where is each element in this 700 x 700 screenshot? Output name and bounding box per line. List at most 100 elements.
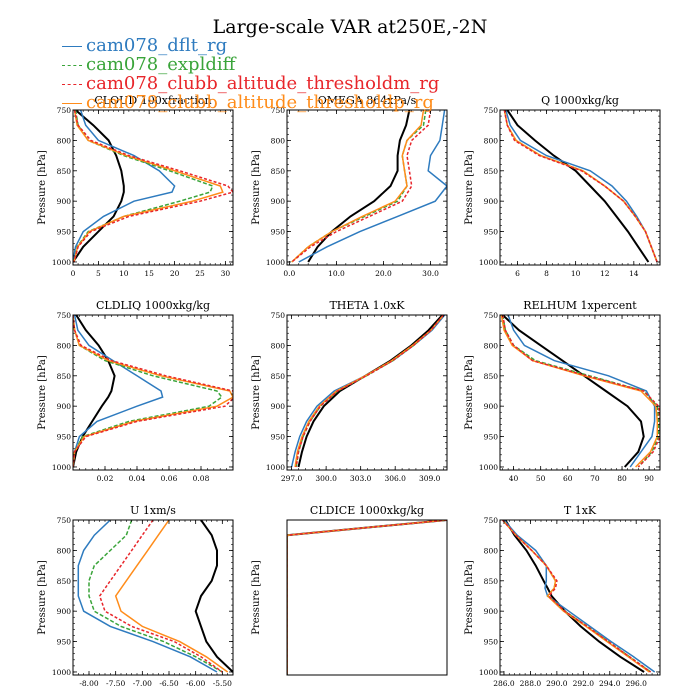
series-line-1	[77, 520, 218, 673]
series-line-4	[114, 520, 229, 673]
plot-frame	[72, 109, 234, 266]
y-tick-label: 900	[57, 402, 72, 411]
y-axis-label: Pressure [hPa]	[464, 150, 475, 225]
legend-swatch	[62, 45, 82, 47]
chart-panel-2: OMEGA 864xPa/s Pressure [hPa] 750 800 850 900…	[251, 94, 448, 278]
series-line-4	[291, 110, 425, 263]
series-line-4	[502, 520, 650, 673]
x-tick-label: 30	[221, 269, 231, 278]
x-tick-label: -6.00	[186, 679, 205, 688]
series-line-5	[504, 520, 645, 673]
series-line-5	[307, 110, 411, 263]
y-tick-label: 1000	[479, 668, 498, 677]
series-line-3	[291, 110, 432, 263]
chart-title: T 1xK	[564, 504, 597, 517]
x-tick-label: 25	[195, 269, 205, 278]
x-tick-label: 10	[571, 269, 581, 278]
y-tick-label: 850	[484, 167, 499, 176]
y-tick-label: 850	[271, 372, 286, 381]
chart-panel-6: RELHUM 1xpercent Pressure [hPa] 750 800 850 9…	[464, 299, 661, 483]
x-tick-label: 50	[536, 474, 546, 483]
chart-title: U 1xm/s	[130, 504, 176, 517]
chart-panel-1: CLOUD 100xfraction Pressure [hPa] 750 800 85…	[37, 94, 234, 278]
series-line-1	[73, 315, 164, 468]
x-tick-label: 286.0	[493, 679, 515, 688]
x-tick-label: -8.00	[79, 679, 98, 688]
series-line-3	[502, 520, 652, 673]
x-tick-label: 300.0	[315, 474, 337, 483]
series-line-3	[287, 520, 447, 675]
plot-frame	[499, 519, 661, 676]
x-tick-label: 294.0	[599, 679, 621, 688]
y-tick-label: 800	[57, 341, 72, 350]
y-axis-label: Pressure [hPa]	[464, 560, 475, 635]
y-tick-label: 850	[57, 577, 72, 586]
series-line-2	[501, 315, 660, 468]
y-tick-label: 750	[484, 516, 499, 525]
y-tick-label: 900	[271, 402, 286, 411]
x-tick-label: 12	[600, 269, 610, 278]
x-tick-label: 30.0	[422, 269, 439, 278]
series-line-1	[287, 520, 447, 675]
y-tick-label: 1000	[479, 463, 498, 472]
x-tick-label: 15	[144, 269, 154, 278]
chart-title: RELHUM 1xpercent	[523, 299, 637, 312]
x-tick-label: 14	[629, 269, 639, 278]
y-tick-label: 1000	[266, 463, 285, 472]
y-tick-label: 1000	[52, 668, 71, 677]
y-tick-label: 950	[271, 228, 286, 237]
series-line-3	[73, 315, 233, 468]
y-tick-label: 800	[271, 341, 286, 350]
y-tick-label: 800	[57, 136, 72, 145]
legend-label: cam078_clubb_altitude_thresholdm_rg	[86, 73, 440, 94]
series-line-3	[98, 520, 223, 673]
plot-frame	[499, 109, 661, 266]
y-tick-label: 850	[57, 372, 72, 381]
x-tick-label: 0.06	[161, 474, 178, 483]
chart-title: CLDICE 1000xkg/kg	[310, 504, 424, 517]
x-tick-label: 40	[509, 474, 519, 483]
series-line-2	[73, 315, 223, 468]
chart-panel-3: Q 1000xkg/kg Pressure [hPa] 750 800 850 900 95…	[464, 94, 661, 278]
series-line-4	[73, 315, 233, 468]
series-line-1	[503, 520, 656, 673]
legend-swatch	[62, 102, 82, 104]
legend-item-4: cam078_clubb_altitude_thresholdp_rg	[62, 93, 439, 112]
legend-swatch	[62, 83, 82, 85]
y-tick-label: 800	[57, 546, 72, 555]
y-tick-label: 750	[271, 106, 286, 115]
series-line-2	[291, 110, 427, 263]
x-tick-label: 297.0	[281, 474, 303, 483]
x-tick-label: 0.08	[193, 474, 210, 483]
series-line-1	[505, 110, 658, 263]
series-line-5	[506, 110, 650, 263]
legend-label: cam078_dflt_rg	[86, 35, 228, 56]
y-tick-label: 950	[57, 638, 72, 647]
legend-item-2: cam078_expldiff	[62, 55, 439, 74]
series-line-2	[287, 520, 447, 675]
legend-label: cam078_expldiff	[86, 54, 236, 75]
plot-frame	[286, 314, 448, 471]
x-tick-label: 80	[617, 474, 627, 483]
y-tick-label: 750	[484, 106, 499, 115]
x-tick-label: -7.50	[106, 679, 125, 688]
y-tick-label: 750	[271, 311, 286, 320]
series-line-4	[73, 110, 224, 263]
y-tick-label: 950	[271, 433, 286, 442]
x-tick-label: 306.0	[384, 474, 406, 483]
y-tick-label: 900	[484, 197, 499, 206]
y-axis-label: Pressure [hPa]	[251, 355, 262, 430]
legend-item-3: cam078_clubb_altitude_thresholdm_rg	[62, 74, 439, 93]
chart-panel-9: T 1xK Pressure [hPa] 750 800 850 900 950 1000 28…	[464, 504, 661, 688]
plot-frame	[286, 519, 448, 676]
chart-title: CLOUD 100xfraction	[94, 94, 211, 107]
legend-label: cam078_clubb_altitude_thresholdp_rg	[86, 92, 434, 113]
series-line-4	[500, 315, 659, 468]
x-tick-label: -7.00	[133, 679, 152, 688]
x-tick-label: 90	[644, 474, 654, 483]
x-tick-label: 70	[590, 474, 600, 483]
y-tick-label: 1000	[52, 463, 71, 472]
x-tick-label: 10.0	[328, 269, 345, 278]
y-tick-label: 750	[57, 516, 72, 525]
